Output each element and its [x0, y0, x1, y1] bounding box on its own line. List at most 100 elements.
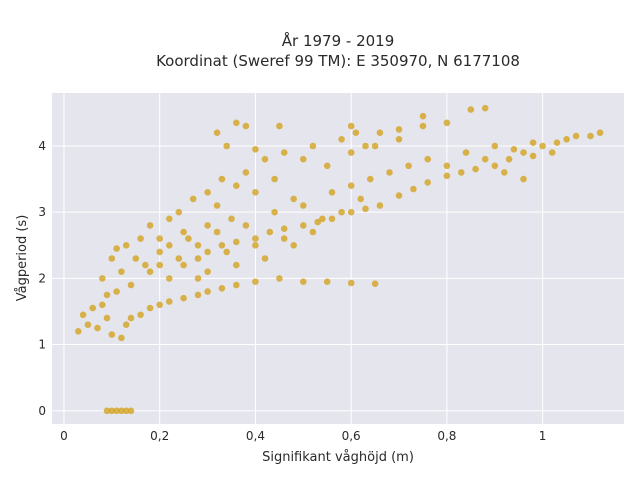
scatter-point	[175, 208, 183, 216]
scatter-point	[156, 261, 163, 269]
chart-title-line-1: År 1979 - 2019	[282, 31, 395, 50]
scatter-point	[137, 311, 144, 319]
scatter-point	[89, 304, 96, 312]
scatter-point	[194, 275, 202, 282]
scatter-point	[520, 149, 527, 156]
scatter-point	[137, 235, 144, 242]
scatter-point	[118, 407, 125, 415]
scatter-point	[223, 248, 230, 256]
scatter-point	[443, 162, 451, 170]
scatter-point	[328, 189, 336, 196]
scatter-point	[563, 136, 570, 143]
scatter-point	[443, 119, 451, 127]
scatter-point	[99, 275, 106, 282]
scatter-point	[252, 235, 259, 242]
scatter-point	[280, 149, 288, 156]
scatter-point	[276, 122, 283, 130]
scatter-point	[233, 238, 240, 246]
scatter-point	[443, 172, 451, 180]
scatter-point	[252, 146, 259, 153]
scatter-point	[213, 129, 221, 136]
scatter-point	[233, 182, 240, 189]
scatter-point	[122, 242, 130, 249]
scatter-point	[472, 165, 479, 173]
scatter-point	[300, 278, 307, 286]
scatter-point	[300, 202, 307, 209]
scatter-point	[347, 279, 355, 287]
scatter-point	[347, 122, 355, 130]
scatter-point	[180, 294, 187, 302]
scatter-point	[376, 202, 384, 209]
scatter-point	[395, 136, 403, 143]
scatter-point	[338, 208, 345, 216]
scatter-point	[347, 182, 355, 189]
scatter-point	[357, 195, 365, 203]
scatter-point	[539, 142, 546, 150]
scatter-point	[395, 126, 403, 133]
scatter-point	[252, 242, 259, 249]
scatter-point	[84, 321, 92, 329]
scatter-point	[185, 235, 192, 242]
scatter-point	[529, 152, 537, 160]
x-tick-label: 1	[539, 429, 547, 443]
scatter-point	[204, 189, 211, 196]
scatter-point	[458, 169, 465, 176]
scatter-point	[180, 261, 187, 269]
scatter-point	[180, 228, 187, 236]
scatter-point	[323, 162, 331, 170]
scatter-point	[218, 285, 226, 292]
scatter-point	[213, 228, 221, 236]
scatter-point	[242, 122, 250, 130]
scatter-point	[481, 155, 489, 163]
scatter-point	[94, 324, 101, 332]
scatter-point	[122, 407, 130, 415]
scatter-point	[204, 268, 211, 276]
x-tick-label: 0,2	[150, 429, 169, 443]
scatter-point	[156, 301, 163, 309]
scatter-point	[410, 185, 417, 193]
scatter-point	[156, 248, 163, 256]
scatter-point	[118, 268, 125, 276]
scatter-point	[309, 228, 317, 236]
chart-title-line-2: Koordinat (Sweref 99 TM): E 350970, N 61…	[156, 52, 520, 70]
scatter-point	[491, 162, 499, 170]
scatter-point	[467, 106, 475, 113]
scatter-point	[419, 112, 427, 120]
scatter-point	[261, 155, 269, 163]
scatter-point	[166, 242, 173, 249]
scatter-point	[127, 314, 135, 322]
scatter-point	[395, 192, 403, 199]
x-tick-label: 0,4	[246, 429, 265, 443]
scatter-point	[204, 288, 211, 295]
scatter-point	[103, 407, 111, 415]
scatter-point	[194, 242, 202, 249]
scatter-point	[367, 175, 374, 183]
scatter-point	[127, 407, 135, 415]
scatter-point	[113, 407, 120, 415]
tick-labels: 0 0,2 0,4 0,6 0,8 1 0 1 2 3 4	[38, 139, 546, 443]
scatter-point	[553, 139, 561, 146]
scatter-point	[347, 149, 355, 156]
scatter-point	[276, 275, 283, 282]
scatter-point	[300, 222, 307, 229]
scatter-point	[266, 228, 274, 236]
scatter-point	[424, 179, 432, 186]
scatter-point	[233, 119, 240, 127]
scatter-point	[113, 288, 120, 295]
scatter-point	[204, 248, 211, 256]
scatter-point	[75, 328, 82, 335]
scatter-point	[218, 175, 226, 183]
scatter-point	[481, 104, 489, 112]
scatter-point	[261, 255, 269, 262]
scatter-point	[376, 129, 384, 136]
scatter-point	[122, 321, 130, 329]
y-axis-label: Vågperiod (s)	[15, 215, 30, 302]
scatter-point	[146, 222, 154, 229]
scatter-point	[146, 268, 154, 276]
scatter-point	[194, 291, 202, 299]
scatter-point	[252, 189, 259, 196]
scatter-point	[79, 311, 87, 319]
scatter-points	[75, 104, 604, 415]
scatter-point	[371, 280, 379, 288]
